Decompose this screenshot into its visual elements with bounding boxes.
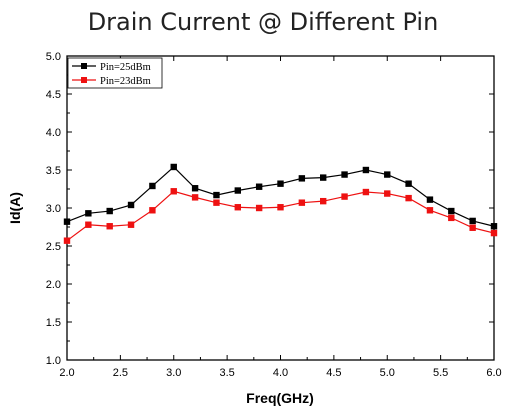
data-point — [234, 204, 241, 211]
series-layer — [63, 163, 498, 244]
data-point — [490, 223, 498, 230]
data-point — [255, 183, 263, 190]
data-point — [213, 199, 220, 206]
x-tick-label: 3.0 — [166, 367, 181, 379]
data-point — [341, 193, 348, 200]
data-point — [426, 207, 434, 214]
data-point — [106, 223, 113, 230]
chart-title: Drain Current @ Different Pin — [88, 8, 439, 36]
x-tick-label: 5.5 — [433, 367, 448, 379]
data-point — [320, 174, 327, 181]
data-point — [490, 229, 498, 237]
data-point — [213, 191, 220, 199]
legend-marker-pin-23 — [81, 77, 87, 83]
series-1 — [63, 188, 498, 244]
x-tick-label: 4.0 — [273, 367, 288, 379]
x-tick-label: 2.0 — [59, 367, 74, 379]
y-axis: 1.0 1.5 2.0 2.5 3.0 3.5 4.0 4.5 5.0 — [46, 51, 494, 367]
data-point — [63, 218, 71, 225]
data-point — [320, 197, 327, 205]
data-point — [277, 204, 284, 211]
x-axis: 2.0 2.5 3.0 3.5 4.0 4.5 5.0 5.5 6.0 — [59, 56, 502, 379]
y-tick-label: 4.0 — [46, 127, 61, 139]
x-tick-label: 4.5 — [326, 367, 341, 379]
data-point — [255, 204, 263, 212]
data-point — [298, 199, 306, 206]
legend-label-pin-25: Pin=25dBm — [100, 62, 151, 73]
data-point — [362, 166, 370, 174]
data-point — [469, 224, 476, 231]
legend-marker-pin-25 — [81, 63, 87, 69]
y-axis-label: Id(A) — [7, 192, 23, 224]
x-tick-label: 5.0 — [380, 367, 395, 379]
data-point — [170, 188, 177, 195]
data-point — [191, 185, 199, 192]
data-point — [384, 171, 391, 178]
y-tick-label: 1.5 — [46, 317, 61, 329]
data-point — [234, 187, 241, 194]
legend-label-pin-23: Pin=23dBm — [100, 76, 151, 87]
data-point — [85, 221, 92, 228]
data-point — [384, 190, 391, 197]
data-point — [277, 180, 284, 187]
y-tick-label: 3.5 — [46, 165, 61, 177]
data-point — [85, 210, 92, 217]
legend: Pin=25dBm Pin=23dBm — [67, 57, 163, 89]
data-point — [149, 207, 156, 214]
data-point — [191, 194, 199, 201]
data-point — [170, 163, 177, 171]
x-tick-label: 3.5 — [219, 367, 234, 379]
data-point — [149, 182, 156, 190]
data-point — [448, 207, 455, 215]
data-point — [341, 171, 348, 178]
data-point — [362, 188, 370, 196]
x-axis-label: Freq(GHz) — [246, 390, 314, 406]
data-point — [405, 180, 412, 187]
data-point — [405, 194, 412, 202]
y-tick-label: 3.0 — [46, 203, 61, 215]
data-point — [298, 175, 306, 182]
data-point — [426, 196, 434, 203]
data-point — [127, 201, 135, 209]
data-point — [106, 207, 113, 215]
data-point — [469, 217, 476, 225]
data-point — [127, 221, 135, 228]
y-tick-label: 2.5 — [46, 241, 61, 253]
y-tick-label: 4.5 — [46, 89, 61, 101]
y-tick-label: 1.0 — [46, 355, 61, 367]
data-point — [63, 237, 71, 244]
y-tick-label: 2.0 — [46, 279, 61, 291]
x-tick-label: 2.5 — [113, 367, 128, 379]
series-0 — [63, 163, 498, 230]
data-point — [448, 214, 455, 222]
y-tick-label: 5.0 — [46, 51, 61, 63]
x-tick-label: 6.0 — [486, 367, 501, 379]
